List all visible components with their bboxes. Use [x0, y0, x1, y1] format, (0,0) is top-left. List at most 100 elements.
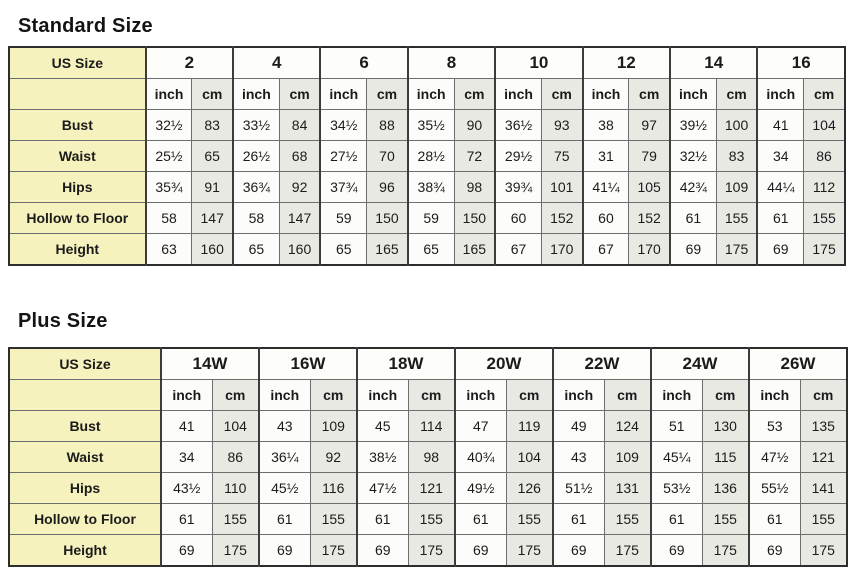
measurement-row: Waist 34 86 36¼ 92 38½ 98 40¾ 104 43 109 45¼ 115 47½ 1… [8, 441, 848, 473]
inch-value-cell: 45½ [258, 472, 311, 504]
inch-value-cell: 27½ [319, 140, 368, 172]
measurement-row: Bust 32½ 83 33½ 84 34½ 88 35½ 90 36½ 93 38 97 39½ 100 4… [8, 109, 846, 141]
cm-unit-header: cm [309, 379, 358, 411]
cm-value-cell: 116 [309, 472, 358, 504]
inch-value-cell: 67 [581, 233, 630, 266]
size-header-row: US Size 14W 16W 18W 20W 22W 24W 26W [8, 347, 848, 380]
cm-unit-header: cm [453, 78, 496, 110]
measurement-row: Hips 43½ 110 45½ 116 47½ 121 49½ 126 51½ 131 53½ 136… [8, 472, 848, 504]
cm-value-cell: 155 [211, 503, 260, 535]
cm-value-cell: 121 [799, 441, 848, 473]
measurement-label: Hollow to Floor [8, 202, 147, 234]
size-header-cell: 22W [552, 347, 652, 380]
standard-size-title: Standard Size [18, 15, 153, 37]
inch-value-cell: 36¼ [258, 441, 311, 473]
cm-value-cell: 79 [628, 140, 671, 172]
cm-value-cell: 155 [803, 202, 846, 234]
cm-value-cell: 68 [278, 140, 321, 172]
cm-value-cell: 115 [701, 441, 750, 473]
inch-value-cell: 63 [144, 233, 193, 266]
cm-value-cell: 147 [191, 202, 234, 234]
cm-unit-header: cm [628, 78, 671, 110]
inch-value-cell: 55½ [748, 472, 801, 504]
cm-value-cell: 155 [407, 503, 456, 535]
size-header-cell: 8 [406, 46, 496, 79]
cm-value-cell: 165 [453, 233, 496, 266]
inch-value-cell: 34½ [319, 109, 368, 141]
inch-value-cell: 41 [756, 109, 805, 141]
inch-value-cell: 36½ [494, 109, 542, 141]
inch-unit-header: inch [581, 78, 630, 110]
inch-value-cell: 58 [144, 202, 193, 234]
measurement-label: Hips [8, 171, 147, 203]
inch-value-cell: 49 [552, 410, 605, 442]
cm-value-cell: 84 [278, 109, 321, 141]
cm-value-cell: 109 [309, 410, 358, 442]
cm-value-cell: 175 [799, 534, 848, 567]
cm-value-cell: 160 [191, 233, 234, 266]
inch-value-cell: 60 [581, 202, 630, 234]
measurement-row: Waist 25½ 65 26½ 68 27½ 70 28½ 72 29½ 75 31 79 32½ 83 3… [8, 140, 846, 172]
cm-unit-header: cm [803, 78, 846, 110]
inch-value-cell: 25½ [144, 140, 193, 172]
inch-value-cell: 59 [319, 202, 368, 234]
measurement-label: Height [8, 233, 147, 266]
cm-value-cell: 105 [628, 171, 671, 203]
cm-value-cell: 121 [407, 472, 456, 504]
cm-value-cell: 98 [453, 171, 496, 203]
inch-value-cell: 39½ [669, 109, 717, 141]
plus-size-table: US Size 14W 16W 18W 20W 22W 24W 26W inch cm inch cm… [8, 347, 848, 567]
measurement-label: Height [8, 534, 162, 567]
us-size-header: US Size [8, 347, 162, 380]
cm-unit-header: cm [799, 379, 848, 411]
inch-value-cell: 44¼ [756, 171, 805, 203]
measurement-label: Hollow to Floor [8, 503, 162, 535]
inch-value-cell: 60 [494, 202, 542, 234]
inch-unit-header: inch [258, 379, 311, 411]
inch-unit-header: inch [669, 78, 717, 110]
inch-value-cell: 65 [406, 233, 455, 266]
inch-value-cell: 34 [160, 441, 213, 473]
cm-unit-header: cm [715, 78, 758, 110]
cm-value-cell: 92 [309, 441, 358, 473]
inch-unit-header: inch [319, 78, 368, 110]
inch-value-cell: 28½ [406, 140, 455, 172]
inch-value-cell: 40¾ [454, 441, 507, 473]
cm-value-cell: 170 [540, 233, 584, 266]
cm-value-cell: 100 [715, 109, 758, 141]
size-header-cell: 6 [319, 46, 409, 79]
cm-value-cell: 104 [505, 441, 554, 473]
cm-value-cell: 98 [407, 441, 456, 473]
cm-unit-header: cm [191, 78, 234, 110]
inch-value-cell: 45 [356, 410, 409, 442]
cm-value-cell: 97 [628, 109, 671, 141]
inch-value-cell: 58 [232, 202, 280, 234]
cm-value-cell: 83 [191, 109, 234, 141]
empty-corner-cell [8, 379, 162, 411]
inch-value-cell: 69 [258, 534, 311, 567]
cm-value-cell: 155 [309, 503, 358, 535]
size-header-cell: 26W [748, 347, 848, 380]
cm-value-cell: 175 [309, 534, 358, 567]
cm-value-cell: 93 [540, 109, 584, 141]
size-header-cell: 12 [581, 46, 671, 79]
cm-value-cell: 104 [803, 109, 846, 141]
measurement-row: Height 69 175 69 175 69 175 69 175 69 175 69 175 69 17… [8, 534, 848, 567]
cm-value-cell: 91 [191, 171, 234, 203]
size-header-cell: 4 [232, 46, 321, 79]
inch-value-cell: 65 [232, 233, 280, 266]
inch-value-cell: 43 [258, 410, 311, 442]
inch-value-cell: 65 [319, 233, 368, 266]
cm-unit-header: cm [505, 379, 554, 411]
cm-unit-header: cm [211, 379, 260, 411]
inch-value-cell: 37¾ [319, 171, 368, 203]
unit-header-row: inch cm inch cm inch cm inch cm inch cm inch cm inch… [8, 78, 846, 110]
cm-value-cell: 135 [799, 410, 848, 442]
cm-value-cell: 155 [715, 202, 758, 234]
inch-value-cell: 61 [258, 503, 311, 535]
cm-value-cell: 131 [603, 472, 652, 504]
size-header-row: US Size 2 4 6 8 10 12 14 16 [8, 46, 846, 79]
inch-value-cell: 61 [748, 503, 801, 535]
inch-value-cell: 61 [650, 503, 703, 535]
inch-unit-header: inch [406, 78, 455, 110]
